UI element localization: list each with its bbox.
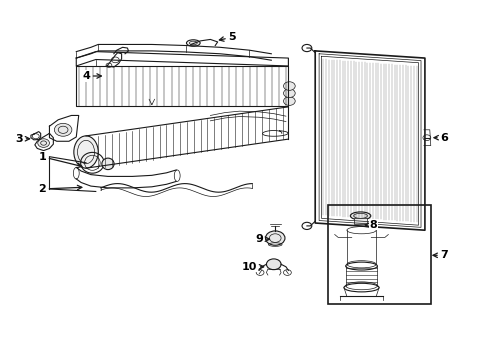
Text: 10: 10 [241,262,263,272]
Circle shape [283,89,295,98]
Text: 6: 6 [433,133,447,143]
Circle shape [266,259,281,270]
Bar [353,219,366,224]
Bar [328,205,430,304]
Text: 9: 9 [255,234,269,244]
Circle shape [283,97,295,105]
Ellipse shape [349,212,370,220]
Text: 2: 2 [38,184,81,194]
Circle shape [265,231,285,245]
Text: 7: 7 [432,250,447,260]
Text: 3: 3 [16,134,30,144]
Circle shape [54,123,72,136]
Text: 1: 1 [38,152,82,167]
Ellipse shape [74,136,98,168]
Circle shape [283,82,295,90]
Text: 5: 5 [219,32,236,42]
Ellipse shape [102,158,114,170]
Circle shape [38,139,49,147]
Text: 8: 8 [365,220,377,230]
Text: 4: 4 [82,71,101,81]
Ellipse shape [186,40,200,46]
